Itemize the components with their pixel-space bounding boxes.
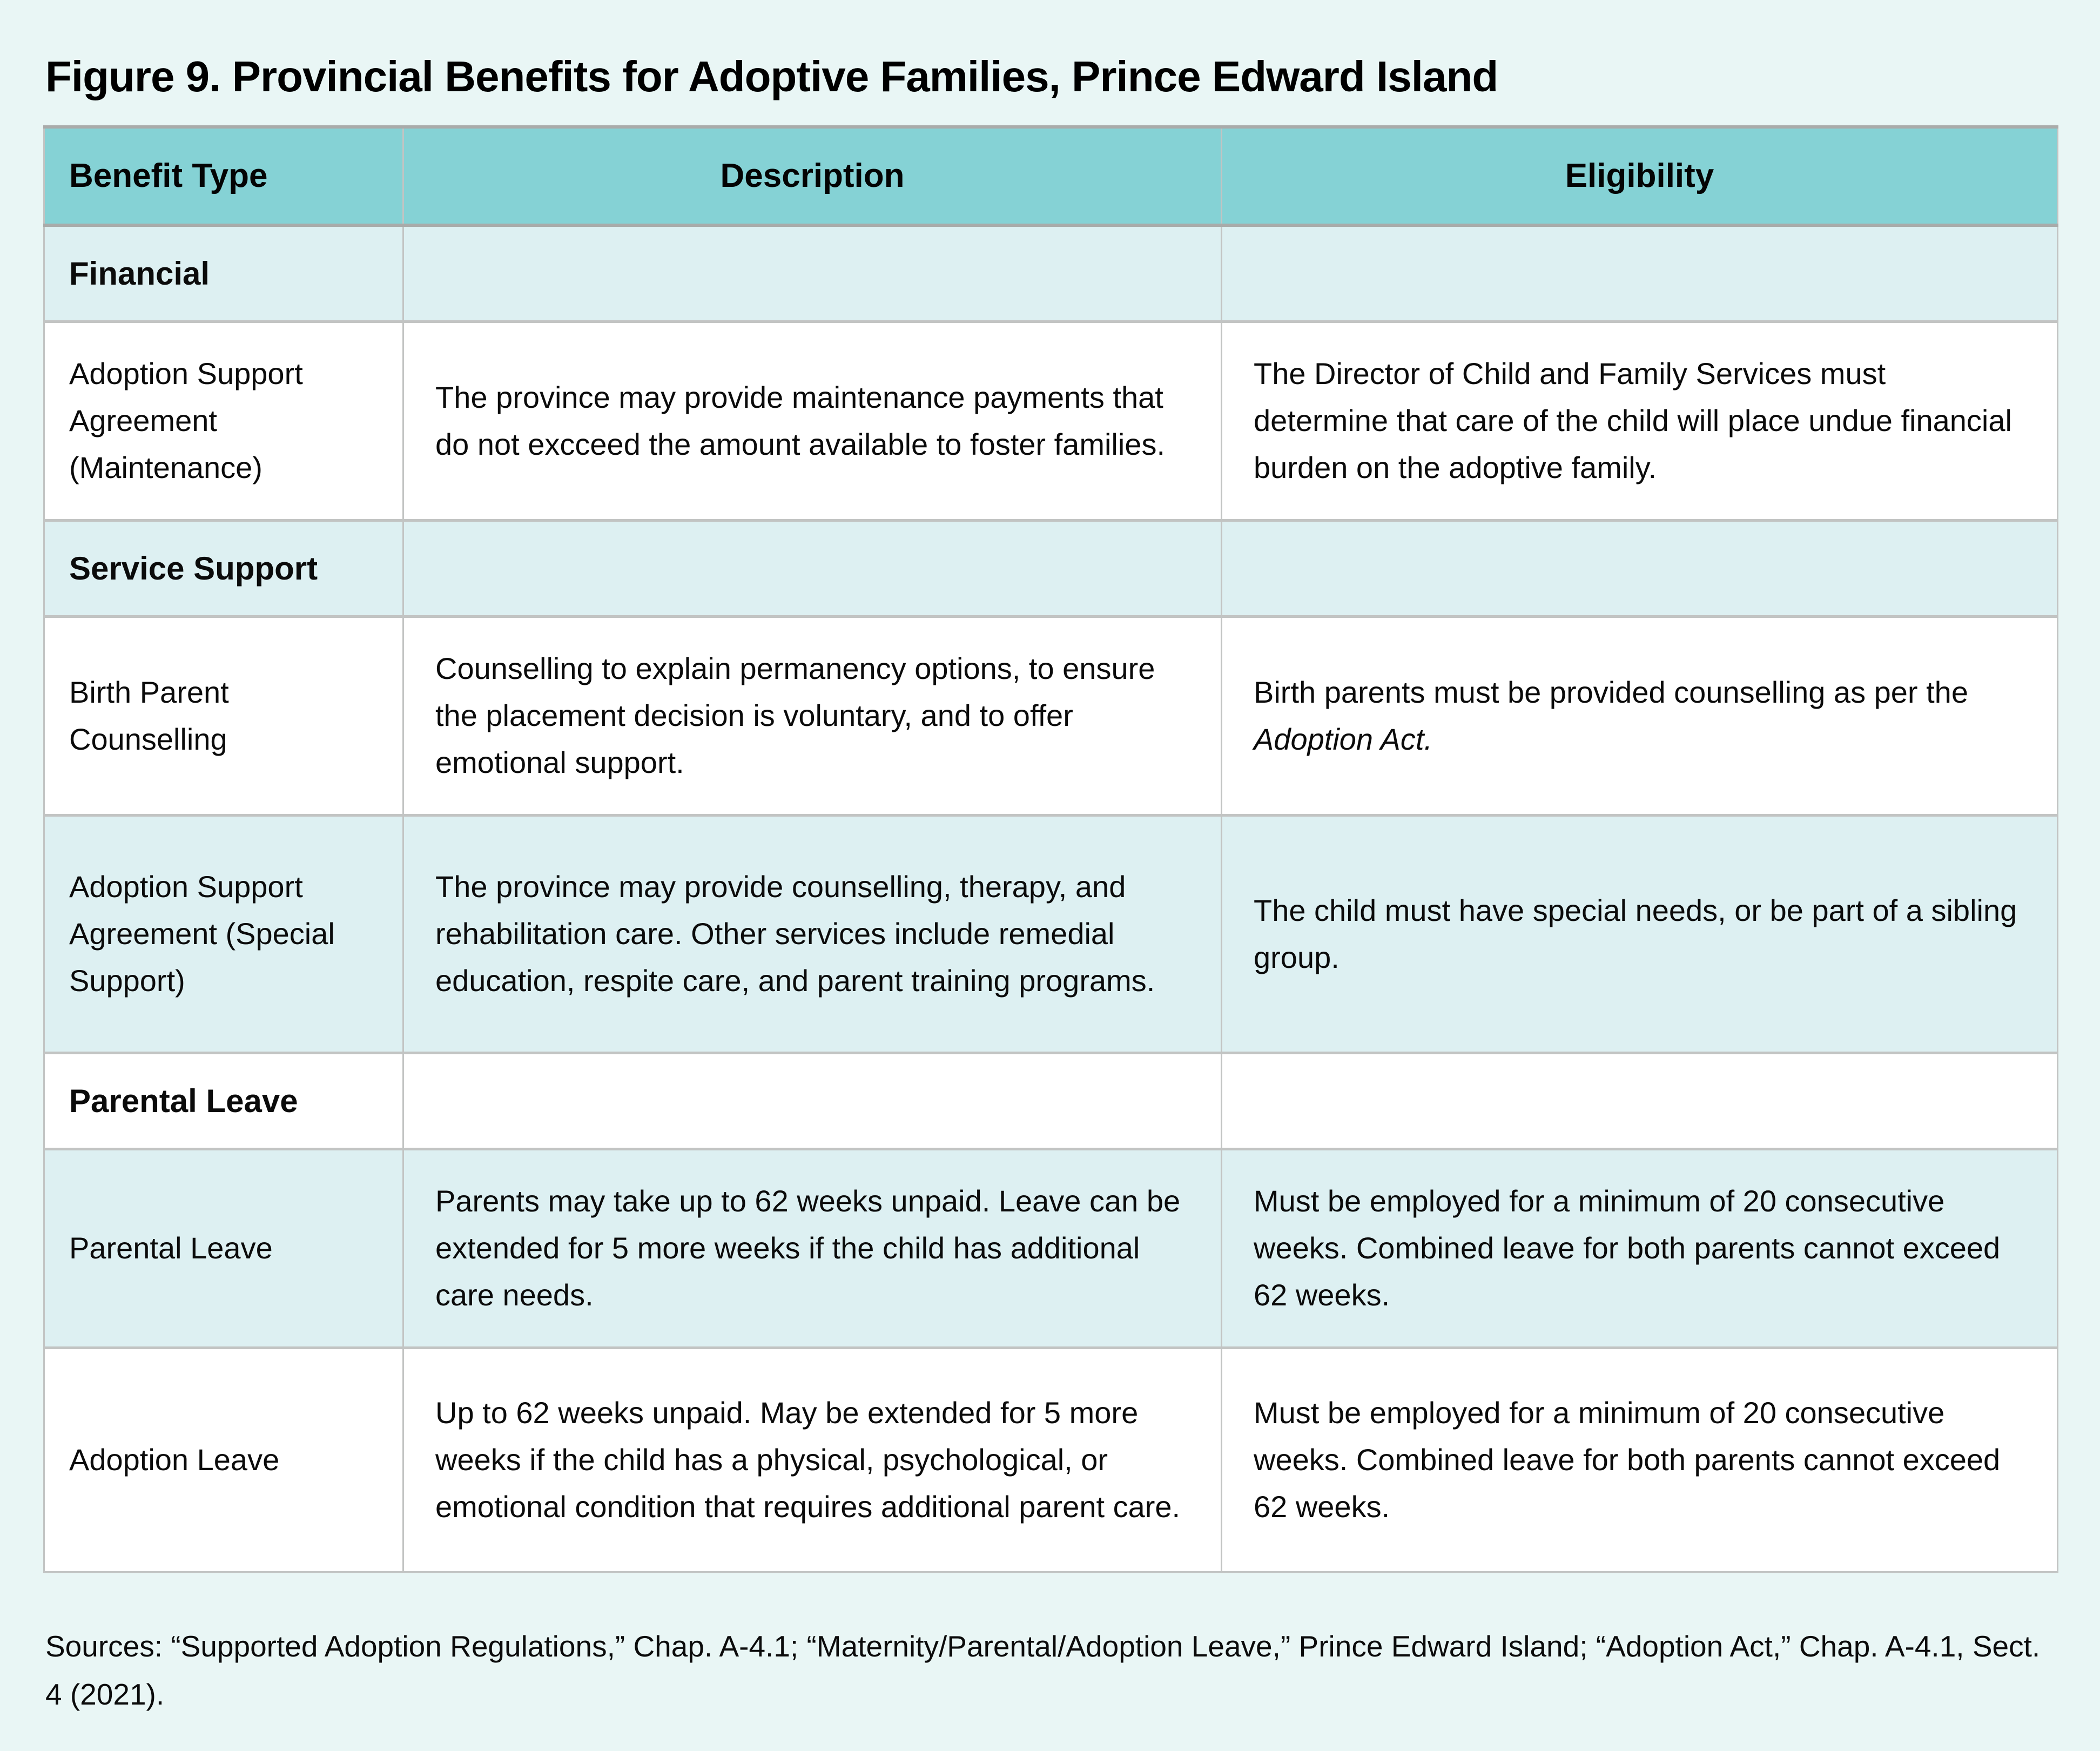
column-header-eligibility: Eligibility	[1221, 125, 2058, 227]
description-cell: The province may provide maintenance pay…	[402, 320, 1222, 522]
eligibility-cell: The Director of Child and Family Service…	[1221, 320, 2058, 522]
eligibility-text: Birth parents must be provided counselli…	[1254, 675, 1968, 709]
section-label: Parental Leave	[43, 1052, 404, 1150]
header-row: Benefit Type Description Eligibility	[43, 125, 2058, 227]
benefits-table: Benefit Type Description Eligibility Fin…	[43, 125, 2058, 1573]
benefit-type-cell: Adoption Leave	[43, 1346, 404, 1573]
row-adoption-support-special: Adoption Support Agreement (Special Supp…	[43, 814, 2058, 1054]
empty-cell	[1221, 224, 2058, 323]
eligibility-cell: The child must have special needs, or be…	[1221, 814, 2058, 1054]
eligibility-act-name: Adoption Act.	[1254, 722, 1433, 756]
section-label: Service Support	[43, 519, 404, 618]
empty-cell	[1221, 1052, 2058, 1150]
empty-cell	[1221, 519, 2058, 618]
figure-title: Figure 9. Provincial Benefits for Adopti…	[45, 52, 1498, 100]
eligibility-cell: Birth parents must be provided counselli…	[1221, 615, 2058, 817]
row-birth-parent-counselling: Birth Parent Counselling Counselling to …	[43, 615, 2058, 817]
row-adoption-leave: Adoption Leave Up to 62 weeks unpaid. Ma…	[43, 1346, 2058, 1573]
sources-note: Sources: “Supported Adoption Regulations…	[45, 1629, 2041, 1712]
column-header-description: Description	[402, 125, 1222, 227]
description-cell: Counselling to explain permanency option…	[402, 615, 1222, 817]
section-row-service-support: Service Support	[43, 519, 2058, 618]
benefit-type-cell: Parental Leave	[43, 1148, 404, 1349]
benefit-type-cell: Birth Parent Counselling	[43, 615, 404, 817]
benefit-type-cell: Adoption Support Agreement (Special Supp…	[43, 814, 404, 1054]
benefit-type-cell: Adoption Support Agreement (Maintenance)	[43, 320, 404, 522]
eligibility-cell: Must be employed for a minimum of 20 con…	[1221, 1148, 2058, 1349]
empty-cell	[402, 224, 1222, 323]
section-row-parental-leave: Parental Leave	[43, 1052, 2058, 1150]
empty-cell	[402, 1052, 1222, 1150]
description-cell: The province may provide counselling, th…	[402, 814, 1222, 1054]
column-header-benefit-type: Benefit Type	[43, 125, 404, 227]
section-row-financial: Financial	[43, 224, 2058, 323]
row-adoption-support-maintenance: Adoption Support Agreement (Maintenance)…	[43, 320, 2058, 522]
eligibility-cell: Must be employed for a minimum of 20 con…	[1221, 1346, 2058, 1573]
section-label: Financial	[43, 224, 404, 323]
description-cell: Parents may take up to 62 weeks unpaid. …	[402, 1148, 1222, 1349]
row-parental-leave: Parental Leave Parents may take up to 62…	[43, 1148, 2058, 1349]
empty-cell	[402, 519, 1222, 618]
description-cell: Up to 62 weeks unpaid. May be extended f…	[402, 1346, 1222, 1573]
